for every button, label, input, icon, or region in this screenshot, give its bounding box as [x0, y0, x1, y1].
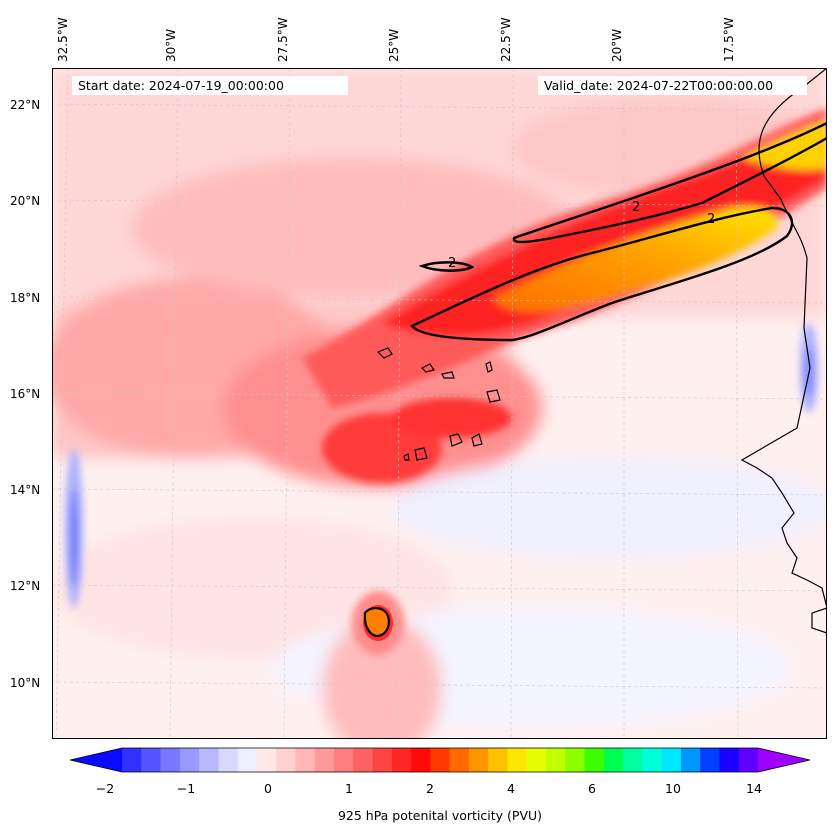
africa-coastline [740, 68, 827, 634]
pv-2-contour-main [410, 206, 794, 342]
contour-label-2-b: 2 [632, 200, 640, 215]
colorbar-swatch [160, 748, 181, 772]
colorbar-label: 925 hPa potenital vorticity (PVU) [337, 808, 543, 823]
lat-label-16n: 16°N [10, 387, 41, 401]
contour-label-2-a: 2 [448, 256, 456, 271]
negative-pv-streaks [65, 323, 818, 608]
lon-label-30w: 30°W [164, 28, 178, 62]
pv-2-contour-small [418, 261, 475, 272]
colorbar-extend-max [758, 748, 810, 772]
cape-verde-island-8 [414, 447, 428, 461]
colorbar-extend-min [70, 748, 122, 772]
cape-verde-island-1 [376, 347, 393, 359]
colorbar-swatch [122, 748, 142, 772]
pv-map: 2 2 2 [52, 68, 827, 739]
colorbar-swatch [546, 748, 566, 772]
cape-verde-island-5 [486, 389, 501, 403]
colorbar-tick-10: 10 [665, 781, 681, 796]
colorbar-swatch [218, 748, 239, 772]
colorbar-swatch [256, 748, 277, 772]
colorbar-swatch [449, 748, 470, 772]
cape-verde-island-2 [420, 363, 435, 373]
colorbar-tick-4: 4 [507, 781, 515, 796]
valid-date-box: Valid_date: 2024-07-22T00:00:00.00 [538, 76, 807, 95]
cape-verde-island-3 [441, 371, 455, 379]
cape-verde-island-6 [449, 433, 463, 447]
colorbar-tick-14: 14 [746, 781, 762, 796]
colorbar-swatch [179, 748, 200, 772]
small-vortex [352, 591, 404, 655]
colorbar-swatch [372, 748, 393, 772]
colorbar-swatch [295, 748, 316, 772]
coastline [376, 68, 827, 634]
colorbar-swatch [411, 748, 431, 772]
lat-label-10n: 10°N [10, 676, 41, 690]
lon-label-32-5w: 32.5°W [56, 17, 70, 62]
lon-label-25w: 25°W [387, 28, 401, 62]
pv-field-svg: 2 2 2 [52, 68, 827, 739]
colorbar-swatch [565, 748, 586, 772]
colorbar-swatch [468, 748, 489, 772]
colorbar-swatch [603, 748, 624, 772]
lon-label-20w: 20°W [610, 28, 624, 62]
colorbar-swatch [584, 748, 605, 772]
contour-labels: 2 2 2 [448, 200, 715, 271]
colorbar-outline [70, 747, 810, 773]
lat-label-22n: 22°N [10, 98, 41, 112]
pv-2-contour-upper [512, 121, 827, 244]
colorbar-tick-0: 0 [264, 781, 272, 796]
colorbar-tick-2: 2 [426, 781, 434, 796]
valid-date-text: Valid_date: 2024-07-22T00:00:00.00 [544, 78, 774, 93]
colorbar [70, 747, 810, 773]
colorbar-swatch [237, 748, 258, 772]
colorbar-swatch [391, 748, 412, 772]
cape-verde-island-4 [485, 361, 493, 373]
lat-label-18n: 18°N [10, 291, 41, 305]
lon-label-27-5w: 27.5°W [276, 17, 290, 62]
cape-verde-island-7 [471, 433, 483, 447]
colorbar-swatch [199, 748, 219, 772]
colorbar-swatch [353, 748, 374, 772]
colorbar-swatch [141, 748, 162, 772]
colorbar-swatch [488, 748, 508, 772]
colorbar-swatch [526, 748, 547, 772]
contour-label-2-c: 2 [707, 212, 715, 227]
colorbar-tick-6: 6 [588, 781, 596, 796]
colorbar-tick-neg1: −1 [176, 781, 196, 796]
colorbar-swatch [276, 748, 296, 772]
colorbar-swatch [507, 748, 528, 772]
lon-label-22-5w: 22.5°W [499, 17, 513, 62]
colorbar-tick-1: 1 [345, 781, 353, 796]
colorbar-swatch [719, 748, 740, 772]
colorbar-swatch [314, 748, 335, 772]
cape-verde-island-9 [403, 453, 410, 461]
lon-label-17-5w: 17.5°W [722, 17, 736, 62]
colorbar-swatch [738, 748, 759, 772]
colorbar-swatch [334, 748, 354, 772]
colorbar-swatch [642, 748, 663, 772]
colorbar-swatch [661, 748, 682, 772]
colorbar-swatch [430, 748, 451, 772]
pv-2-contours [410, 121, 827, 342]
start-date-box: Start date: 2024-07-19_00:00:00 [72, 76, 348, 95]
graticule [52, 68, 827, 739]
lat-label-12n: 12°N [10, 579, 41, 593]
colorbar-swatch [623, 748, 643, 772]
lat-label-20n: 20°N [10, 194, 41, 208]
colorbar-tick-neg2: −2 [95, 781, 115, 796]
lat-label-14n: 14°N [10, 483, 41, 497]
colorbar-swatch [680, 748, 701, 772]
start-date-text: Start date: 2024-07-19_00:00:00 [78, 78, 284, 93]
colorbar-swatch [700, 748, 720, 772]
